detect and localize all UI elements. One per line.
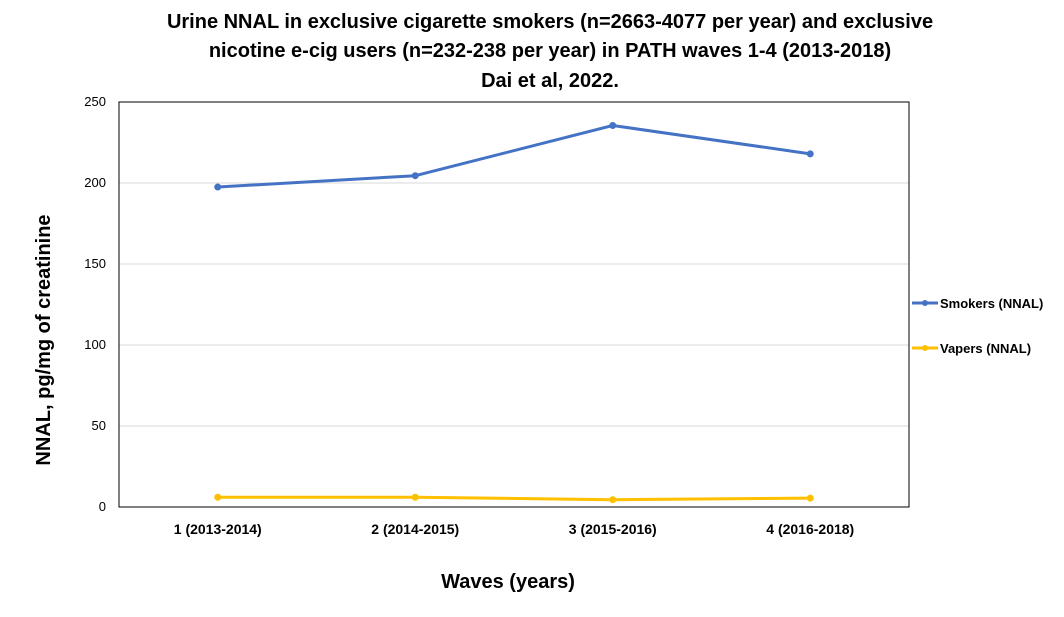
y-tick-label: 200 xyxy=(84,175,106,190)
y-axis-title: NNAL, pg/mg of creatinine xyxy=(33,214,55,465)
plot-area xyxy=(118,101,910,508)
chart-title-line-3: Dai et al, 2022. xyxy=(481,70,619,92)
x-tick-label: 1 (2013-2014) xyxy=(174,521,262,537)
legend: Smokers (NNAL) Vapers (NNAL) xyxy=(912,296,1043,356)
series-line xyxy=(217,123,811,189)
series-lines xyxy=(214,121,814,504)
legend-label: Smokers (NNAL) xyxy=(940,296,1043,311)
x-tick-label: 3 (2015-2016) xyxy=(569,521,657,537)
x-tick-label: 2 (2014-2015) xyxy=(371,521,459,537)
series-1 xyxy=(214,121,814,191)
x-tick-label: 4 (2016-2018) xyxy=(766,521,854,537)
chart-title: Urine NNAL in exclusive cigarette smoker… xyxy=(167,11,933,92)
data-point xyxy=(411,172,419,180)
x-axis-ticks: 1 (2013-2014) 2 (2014-2015) 3 (2015-2016) 4… xyxy=(174,521,854,537)
data-point xyxy=(214,183,222,191)
series-line xyxy=(217,495,811,502)
y-tick-label: 0 xyxy=(99,499,106,514)
y-tick-label: 100 xyxy=(84,337,106,352)
data-point xyxy=(609,121,617,129)
data-point xyxy=(609,496,617,504)
data-point xyxy=(806,150,814,158)
y-tick-label: 250 xyxy=(84,94,106,109)
chart-title-line-2: nicotine e-cig users (n=232-238 per year… xyxy=(209,40,891,62)
legend-item: Smokers (NNAL) xyxy=(912,296,1043,311)
data-point xyxy=(806,494,814,502)
series-2 xyxy=(214,493,814,504)
legend-marker xyxy=(922,300,928,306)
y-tick-label: 150 xyxy=(84,256,106,271)
chart-title-line-1: Urine NNAL in exclusive cigarette smoker… xyxy=(167,11,933,33)
y-axis-ticks: 0 50 100 150 200 250 xyxy=(84,94,106,514)
data-point xyxy=(411,493,419,501)
y-tick-label: 50 xyxy=(92,418,106,433)
legend-label: Vapers (NNAL) xyxy=(940,341,1031,356)
data-point xyxy=(214,493,222,501)
legend-item: Vapers (NNAL) xyxy=(912,341,1031,356)
legend-marker xyxy=(922,345,928,351)
gridlines xyxy=(119,182,909,427)
x-axis-title: Waves (years) xyxy=(441,571,575,593)
